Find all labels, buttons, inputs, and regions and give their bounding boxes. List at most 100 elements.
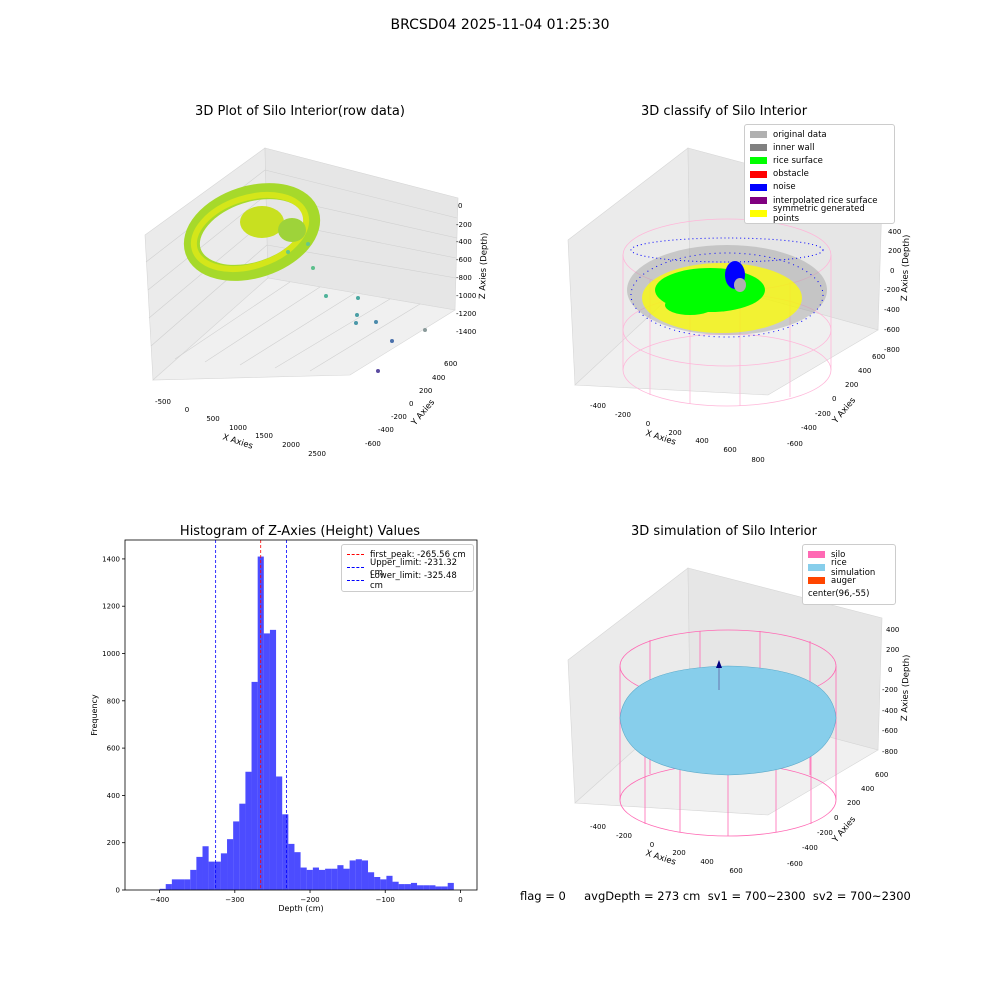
x-tick-label: −100 bbox=[376, 896, 395, 904]
legend-item: original data bbox=[750, 128, 889, 141]
classify-z-label: Z Axies (Depth) bbox=[900, 234, 912, 301]
raw-x-tick: 1000 bbox=[229, 424, 247, 432]
legend-item: rice simulation bbox=[808, 558, 890, 578]
legend-line bbox=[347, 580, 364, 582]
classify-z-tick: 400 bbox=[888, 228, 901, 236]
classify-x-ticks: -400 -200 0 200 400 600 800 bbox=[590, 402, 765, 464]
histogram-bar bbox=[251, 681, 258, 890]
histogram-bar bbox=[276, 776, 283, 890]
histogram-bar bbox=[294, 852, 301, 890]
histogram-bar bbox=[398, 884, 405, 890]
histogram-bar bbox=[165, 884, 172, 890]
raw-z-tick: -1000 bbox=[456, 292, 476, 300]
figure-title: BRCSD04 2025-11-04 01:25:30 bbox=[390, 17, 610, 33]
simulation-x-ticks: -400 -200 0 200 400 600 bbox=[590, 823, 743, 875]
simulation-y-tick: 0 bbox=[834, 814, 838, 822]
histogram-bar bbox=[159, 888, 166, 890]
simulation-x-tick: 400 bbox=[700, 858, 713, 866]
histogram-bar bbox=[202, 846, 209, 890]
histogram-bar bbox=[239, 803, 246, 890]
histogram-bar bbox=[306, 869, 313, 890]
classify-y-tick: -600 bbox=[787, 440, 803, 448]
raw-x-tick: 500 bbox=[206, 415, 219, 423]
simulation-z-tick: 200 bbox=[886, 646, 899, 654]
simulation-z-tick: -200 bbox=[882, 686, 898, 694]
classify-y-ticks: 600 400 200 0 -200 -400 -600 bbox=[787, 353, 885, 448]
raw-y-tick: 0 bbox=[409, 400, 413, 408]
histogram-bar bbox=[331, 868, 338, 890]
simulation-3d-plot: -400 -200 0 200 400 600 X Axies 600 400 … bbox=[567, 567, 912, 875]
raw-x-tick: 0 bbox=[185, 406, 189, 414]
simulation-z-ticks: 400 200 0 -200 -400 -600 -800 bbox=[882, 626, 899, 756]
classify-y-tick: -200 bbox=[815, 410, 831, 418]
histogram-bar bbox=[386, 875, 393, 890]
simulation-x-tick: -400 bbox=[590, 823, 606, 831]
histogram-bar bbox=[361, 860, 369, 890]
y-tick-label: 200 bbox=[107, 839, 120, 847]
legend-item: interpolated rice surface bbox=[750, 194, 889, 207]
x-tick-label: −200 bbox=[300, 896, 319, 904]
legend-item: obstacle bbox=[750, 168, 889, 181]
raw-x-label: X Axies bbox=[221, 432, 254, 451]
classify-x-tick: -200 bbox=[615, 411, 631, 419]
simulation-y-tick: -200 bbox=[817, 829, 833, 837]
raw-y-tick: 400 bbox=[432, 374, 445, 382]
rice-simulation-surface bbox=[619, 665, 837, 776]
simulation-y-tick: -400 bbox=[802, 844, 818, 852]
simulation-z-tick: -400 bbox=[882, 707, 898, 715]
histogram-bar bbox=[325, 868, 332, 890]
raw-x-tick: 1500 bbox=[255, 432, 273, 440]
classify-z-tick: 0 bbox=[890, 267, 894, 275]
classify-z-tick: -800 bbox=[884, 346, 900, 354]
histogram-bar bbox=[441, 886, 448, 890]
legend-swatch bbox=[750, 183, 767, 191]
classify-z-ticks: 400 200 0 -200 -400 -600 -800 bbox=[884, 228, 901, 354]
raw-z-tick: -800 bbox=[456, 274, 472, 282]
legend-item: symmetric generated points bbox=[750, 204, 889, 224]
raw-z-ticks: 0 -200 -400 -600 -800 -1000 -1200 -1400 bbox=[456, 202, 476, 336]
classify-y-tick: 200 bbox=[845, 381, 858, 389]
legend-item: auger bbox=[808, 574, 890, 587]
classify-silo-wireframe bbox=[622, 218, 832, 407]
classify-z-tick: -200 bbox=[884, 286, 900, 294]
classify-legend: original data inner wall rice surface ob… bbox=[744, 124, 895, 225]
raw-x-ticks: -500 0 500 1000 1500 2000 2500 bbox=[155, 398, 326, 458]
classify-x-tick: 600 bbox=[723, 446, 736, 454]
y-tick-label: 0 bbox=[116, 887, 120, 895]
histogram-bar bbox=[263, 633, 270, 890]
classify-plot-title: 3D classify of Silo Interior bbox=[640, 104, 808, 119]
histogram-reference-lines bbox=[215, 540, 287, 890]
classify-x-tick: 200 bbox=[668, 429, 681, 437]
simulation-z-tick: 400 bbox=[886, 626, 899, 634]
histogram-bar bbox=[368, 872, 375, 890]
simulation-x-tick: 600 bbox=[729, 867, 742, 875]
histogram-bar bbox=[245, 771, 252, 890]
raw-z-tick: 0 bbox=[458, 202, 462, 210]
classify-x-tick: 800 bbox=[751, 456, 764, 464]
histogram-frame bbox=[124, 539, 478, 891]
raw-y-tick: -400 bbox=[378, 426, 394, 434]
y-tick-label: 800 bbox=[107, 697, 120, 705]
raw-plot-title: 3D Plot of Silo Interior(row data) bbox=[195, 104, 405, 119]
y-tick-label: 1200 bbox=[102, 603, 120, 611]
classify-z-tick: -400 bbox=[884, 306, 900, 314]
x-tick-label: 0 bbox=[458, 896, 462, 904]
classify-y-tick: -400 bbox=[801, 424, 817, 432]
histogram-bar bbox=[220, 853, 228, 890]
legend-swatch bbox=[808, 577, 825, 585]
classify-x-tick: 400 bbox=[695, 437, 708, 445]
classify-x-tick: 0 bbox=[646, 420, 650, 428]
legend-swatch bbox=[750, 210, 767, 218]
raw-3d-plot: -500 0 500 1000 1500 2000 2500 X Axies 6… bbox=[144, 147, 490, 458]
classify-x-tick: -400 bbox=[590, 402, 606, 410]
histogram-x-ticks: −400 −300 −200 −100 0 bbox=[150, 890, 463, 904]
histogram-bar bbox=[392, 881, 399, 890]
histogram-bar bbox=[447, 882, 454, 890]
auger-marker bbox=[716, 660, 722, 690]
legend-swatch bbox=[808, 564, 825, 572]
legend-item: first_peak: -265.56 cm bbox=[347, 548, 468, 561]
histogram-bar bbox=[184, 879, 191, 890]
raw-y-tick: -200 bbox=[391, 413, 407, 421]
histogram-bar bbox=[208, 861, 215, 890]
histogram-bar bbox=[282, 814, 289, 890]
